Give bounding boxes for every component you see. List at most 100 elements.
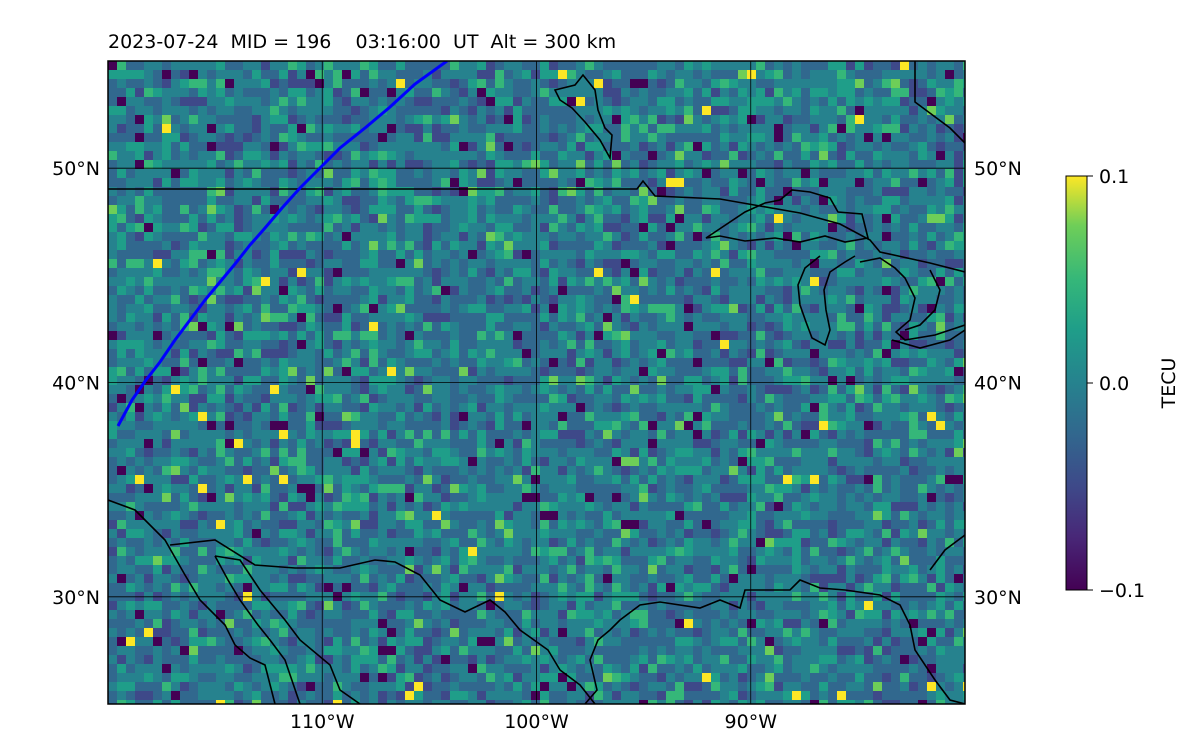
tec-cell [774, 331, 784, 341]
tec-cell [639, 160, 649, 170]
tec-cell [585, 88, 595, 98]
tec-cell [864, 313, 874, 323]
tec-cell [180, 115, 190, 125]
tec-cell [729, 313, 739, 323]
tec-cell [459, 520, 469, 530]
tec-cell [243, 106, 253, 116]
tec-cell [477, 484, 487, 494]
tec-cell [117, 70, 127, 80]
tec-cell [486, 295, 496, 305]
tec-cell [225, 448, 235, 458]
tec-cell [216, 151, 226, 161]
tec-cell [567, 268, 577, 278]
tec-cell [171, 88, 181, 98]
tec-cell [576, 241, 586, 251]
tec-cell [342, 403, 352, 413]
tec-cell [495, 79, 505, 89]
tec-cell [252, 187, 262, 197]
tec-cell [954, 79, 964, 89]
tec-cell [423, 367, 433, 377]
tec-cell [324, 61, 334, 71]
tec-cell [729, 295, 739, 305]
tec-cell [567, 205, 577, 215]
tec-cell [135, 502, 145, 512]
tec-cell [738, 124, 748, 134]
tec-cell [828, 268, 838, 278]
tec-cell [324, 466, 334, 476]
tec-cell [387, 484, 397, 494]
tec-cell [945, 160, 955, 170]
tec-cell [297, 421, 307, 431]
tec-cell [702, 502, 712, 512]
tec-cell [549, 304, 559, 314]
tec-cell [315, 205, 325, 215]
tec-cell [504, 385, 514, 395]
tec-cell [846, 502, 856, 512]
tec-cell [288, 250, 298, 260]
tec-cell [774, 439, 784, 449]
tec-cell [756, 196, 766, 206]
tec-cell [450, 70, 460, 80]
tec-cell [954, 232, 964, 242]
tec-cell [945, 340, 955, 350]
tec-cell [522, 169, 532, 179]
tec-cell [261, 133, 271, 143]
tec-cell [702, 241, 712, 251]
tec-cell [171, 511, 181, 521]
tec-cell [846, 304, 856, 314]
tec-cell [153, 322, 163, 332]
tec-cell [666, 340, 676, 350]
tec-cell [441, 511, 451, 521]
tec-cell [963, 331, 965, 341]
tec-cell [819, 448, 829, 458]
tec-cell [891, 394, 901, 404]
tec-cell [711, 313, 721, 323]
tec-cell [153, 88, 163, 98]
tec-cell [846, 475, 856, 485]
tec-cell [153, 502, 163, 512]
tec-cell [378, 250, 388, 260]
tec-cell [144, 421, 154, 431]
tec-cell [702, 511, 712, 521]
tec-cell [333, 358, 343, 368]
tec-cell [315, 61, 325, 71]
tec-cell [954, 520, 964, 530]
tec-cell [864, 475, 874, 485]
tec-cell [513, 151, 523, 161]
tec-cell [225, 160, 235, 170]
tec-cell [594, 205, 604, 215]
tec-cell [864, 340, 874, 350]
tec-cell [603, 412, 613, 422]
tec-cell [639, 286, 649, 296]
tec-cell [153, 223, 163, 233]
tec-cell [729, 403, 739, 413]
tec-cell [126, 196, 136, 206]
tec-cell [243, 259, 253, 269]
tec-cell [576, 412, 586, 422]
tec-cell [621, 124, 631, 134]
tec-cell [756, 385, 766, 395]
tec-cell [324, 97, 334, 107]
tec-cell [207, 358, 217, 368]
tec-cell [225, 502, 235, 512]
tec-cell [657, 142, 667, 152]
tec-cell [945, 79, 955, 89]
tec-cell [162, 322, 172, 332]
tec-cell [837, 115, 847, 125]
tec-cell [486, 196, 496, 206]
tec-cell [792, 358, 802, 368]
tec-cell [405, 484, 415, 494]
tec-cell [774, 322, 784, 332]
tec-cell [450, 187, 460, 197]
tec-cell [144, 430, 154, 440]
tec-cell [810, 493, 820, 503]
tec-cell [954, 178, 964, 188]
tec-cell [846, 403, 856, 413]
tec-cell [441, 61, 451, 71]
tec-cell [477, 286, 487, 296]
tec-cell [882, 61, 892, 71]
tec-cell [882, 88, 892, 98]
tec-cell [162, 187, 172, 197]
tec-cell [423, 394, 433, 404]
tec-cell [738, 88, 748, 98]
